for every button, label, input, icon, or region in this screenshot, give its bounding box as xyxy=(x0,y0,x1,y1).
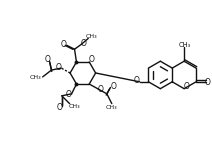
Text: O: O xyxy=(61,40,67,49)
Text: O: O xyxy=(57,103,63,112)
Text: O: O xyxy=(183,82,189,91)
Text: CH₃: CH₃ xyxy=(85,34,97,39)
Text: O: O xyxy=(55,63,61,72)
Text: CH₃: CH₃ xyxy=(179,42,191,48)
Text: CH₃: CH₃ xyxy=(106,105,118,110)
Text: O: O xyxy=(66,90,72,99)
Text: O: O xyxy=(45,55,50,64)
Text: O: O xyxy=(110,82,116,91)
Text: CH₃: CH₃ xyxy=(69,104,80,109)
Text: O: O xyxy=(98,85,104,94)
Text: O: O xyxy=(88,56,94,65)
Text: O: O xyxy=(205,78,211,87)
Text: O: O xyxy=(80,39,86,48)
Text: O: O xyxy=(134,76,140,85)
Text: CH₃: CH₃ xyxy=(30,75,42,80)
